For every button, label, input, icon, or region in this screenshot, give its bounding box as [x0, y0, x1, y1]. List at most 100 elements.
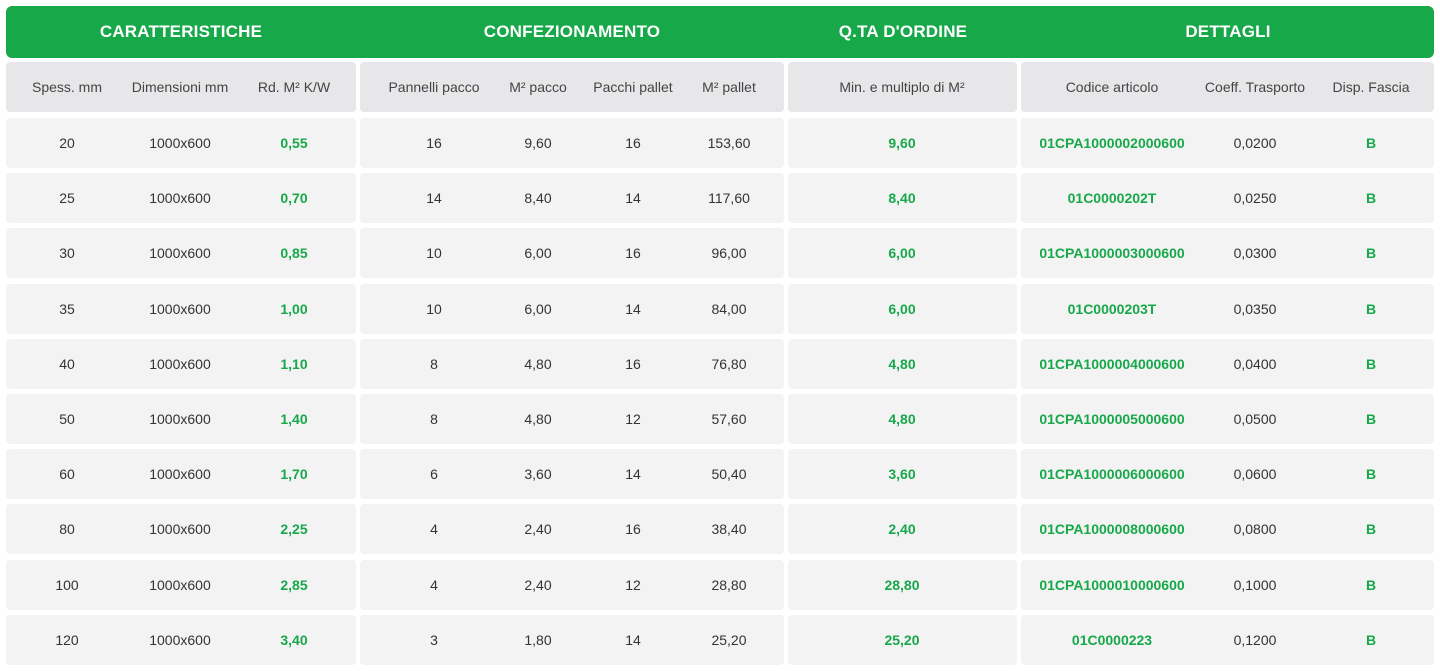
cell-spess: 50 [59, 411, 75, 427]
cell-codice: 01C0000203T [1067, 301, 1157, 317]
table-row-confezionamento: 16 9,60 16 153,60 [360, 118, 784, 168]
table-row-dettagli: 01CPA1000006000600 0,0600 B [1021, 449, 1434, 499]
table-row-dettagli: 01CPA1000010000600 0,1000 B [1021, 560, 1434, 610]
cell-codice: 01C0000223 [1071, 632, 1153, 648]
cell-m2pacco: 4,80 [524, 356, 552, 372]
cell-disp: B [1365, 356, 1377, 372]
cell-m2pallet: 117,60 [708, 190, 750, 206]
column-header-min-multiplo: Min. e multiplo di M² [839, 79, 965, 95]
cell-min: 6,00 [888, 245, 916, 261]
cell-pannelli: 8 [430, 411, 438, 427]
table-row-qta-ordine: 6,00 [788, 228, 1017, 278]
table-row-qta-ordine: 4,80 [788, 394, 1017, 444]
cell-rd: 2,25 [280, 521, 308, 537]
table-row-dettagli: 01CPA1000003000600 0,0300 B [1021, 228, 1434, 278]
cell-spess: 40 [59, 356, 75, 372]
table-row-caratteristiche: 35 1000x600 1,00 [6, 284, 356, 334]
table-row-confezionamento: 8 4,80 12 57,60 [360, 394, 784, 444]
cell-disp: B [1365, 301, 1377, 317]
cell-disp: B [1365, 411, 1377, 427]
cell-dim: 1000x600 [149, 632, 211, 648]
cell-rd: 1,40 [280, 411, 308, 427]
cell-dim: 1000x600 [149, 466, 211, 482]
table-row-dettagli: 01C0000202T 0,0250 B [1021, 173, 1434, 223]
column-header-disp: Disp. Fascia [1332, 79, 1410, 95]
cell-dim: 1000x600 [149, 245, 211, 261]
table-row-qta-ordine: 2,40 [788, 504, 1017, 554]
column-header-spess: Spess. mm [31, 79, 102, 95]
header-block-dettagli: Codice articolo Coeff. Trasporto Disp. Fas… [1021, 62, 1434, 112]
cell-pacchi: 14 [625, 301, 641, 317]
cell-pannelli: 10 [426, 301, 442, 317]
cell-spess: 80 [59, 521, 75, 537]
group-title-caratteristiche: CARATTERISTICHE [99, 22, 263, 41]
cell-coeff: 0,0350 [1233, 301, 1277, 317]
column-header-rd: Rd. M² K/W [257, 79, 331, 95]
cell-disp: B [1365, 245, 1377, 261]
cell-min: 9,60 [888, 135, 916, 151]
cell-rd: 0,55 [280, 135, 308, 151]
cell-min: 8,40 [888, 190, 916, 206]
group-title-qta-ordine: Q.TA D'ORDINE [838, 22, 968, 41]
cell-codice: 01CPA1000006000600 [1039, 466, 1185, 482]
table-row-confezionamento: 8 4,80 16 76,80 [360, 339, 784, 389]
cell-pacchi: 16 [625, 135, 641, 151]
cell-m2pallet: 96,00 [711, 245, 747, 261]
cell-m2pallet: 50,40 [711, 466, 747, 482]
cell-disp: B [1365, 135, 1377, 151]
cell-disp: B [1365, 577, 1377, 593]
cell-min: 6,00 [888, 301, 916, 317]
cell-spess: 20 [59, 135, 75, 151]
table-row-caratteristiche: 20 1000x600 0,55 [6, 118, 356, 168]
cell-codice: 01CPA1000004000600 [1039, 356, 1185, 372]
cell-dim: 1000x600 [149, 411, 211, 427]
cell-m2pacco: 3,60 [524, 466, 552, 482]
cell-pannelli: 8 [430, 356, 438, 372]
cell-pacchi: 12 [625, 411, 641, 427]
table-row-caratteristiche: 80 1000x600 2,25 [6, 504, 356, 554]
cell-m2pallet: 76,80 [711, 356, 747, 372]
cell-codice: 01CPA1000010000600 [1039, 577, 1185, 593]
cell-m2pallet: 84,00 [711, 301, 747, 317]
column-header-m2-pacco: M² pacco [509, 79, 567, 95]
table-row-confezionamento: 4 2,40 12 28,80 [360, 560, 784, 610]
table-row-dettagli: 01CPA1000005000600 0,0500 B [1021, 394, 1434, 444]
column-header-pannelli-pacco: Pannelli pacco [388, 79, 480, 95]
column-header-dimensioni: Dimensioni mm [131, 79, 229, 95]
cell-rd: 1,10 [280, 356, 308, 372]
cell-m2pacco: 6,00 [524, 301, 552, 317]
cell-min: 3,60 [888, 466, 916, 482]
cell-coeff: 0,0400 [1233, 356, 1277, 372]
table-row-caratteristiche: 60 1000x600 1,70 [6, 449, 356, 499]
table-row-qta-ordine: 28,80 [788, 560, 1017, 610]
table-row-caratteristiche: 40 1000x600 1,10 [6, 339, 356, 389]
cell-coeff: 0,0250 [1233, 190, 1277, 206]
cell-m2pacco: 1,80 [524, 632, 552, 648]
cell-m2pacco: 8,40 [524, 190, 552, 206]
cell-dim: 1000x600 [149, 190, 211, 206]
table-row-confezionamento: 3 1,80 14 25,20 [360, 615, 784, 665]
cell-pacchi: 12 [625, 577, 641, 593]
cell-coeff: 0,0600 [1233, 466, 1277, 482]
table-row-confezionamento: 10 6,00 14 84,00 [360, 284, 784, 334]
table-row-dettagli: 01CPA1000002000600 0,0200 B [1021, 118, 1434, 168]
cell-pacchi: 14 [625, 466, 641, 482]
cell-pannelli: 4 [430, 521, 438, 537]
cell-pacchi: 16 [625, 356, 641, 372]
header-block-caratteristiche: Spess. mm Dimensioni mm Rd. M² K/W [6, 62, 356, 112]
cell-pannelli: 16 [426, 135, 442, 151]
cell-min: 28,80 [884, 577, 920, 593]
cell-spess: 35 [59, 301, 75, 317]
cell-spess: 100 [55, 577, 79, 593]
cell-rd: 2,85 [280, 577, 308, 593]
cell-dim: 1000x600 [149, 301, 211, 317]
table-row-dettagli: 01C0000203T 0,0350 B [1021, 284, 1434, 334]
cell-spess: 30 [59, 245, 75, 261]
cell-codice: 01CPA1000003000600 [1039, 245, 1185, 261]
cell-coeff: 0,0300 [1233, 245, 1277, 261]
cell-disp: B [1365, 521, 1377, 537]
cell-pannelli: 4 [430, 577, 438, 593]
cell-min: 4,80 [888, 356, 916, 372]
cell-codice: 01CPA1000005000600 [1039, 411, 1185, 427]
